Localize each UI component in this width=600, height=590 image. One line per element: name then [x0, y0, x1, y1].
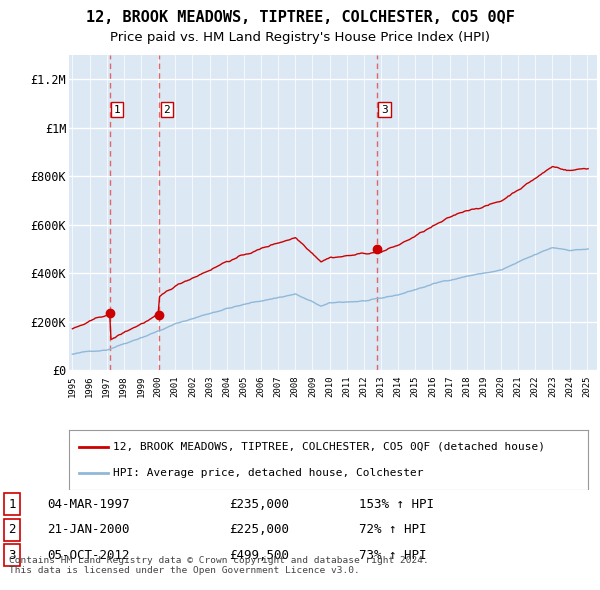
Text: 05-OCT-2012: 05-OCT-2012 [47, 549, 130, 562]
Text: 2020: 2020 [497, 376, 506, 397]
Text: 2025: 2025 [582, 376, 591, 397]
Text: 1: 1 [114, 104, 121, 114]
Text: 12, BROOK MEADOWS, TIPTREE, COLCHESTER, CO5 0QF: 12, BROOK MEADOWS, TIPTREE, COLCHESTER, … [86, 11, 514, 25]
Text: 3: 3 [8, 549, 16, 562]
Text: 2006: 2006 [257, 376, 266, 397]
Text: 2010: 2010 [325, 376, 334, 397]
Text: 2011: 2011 [342, 376, 351, 397]
Text: 2018: 2018 [462, 376, 471, 397]
Text: 12, BROOK MEADOWS, TIPTREE, COLCHESTER, CO5 0QF (detached house): 12, BROOK MEADOWS, TIPTREE, COLCHESTER, … [113, 442, 545, 452]
Text: 2009: 2009 [308, 376, 317, 397]
Text: £499,500: £499,500 [229, 549, 289, 562]
Text: 2000: 2000 [154, 376, 163, 397]
Text: 21-JAN-2000: 21-JAN-2000 [47, 523, 130, 536]
Text: 1996: 1996 [85, 376, 94, 397]
Text: 2016: 2016 [428, 376, 437, 397]
Text: 1999: 1999 [137, 376, 146, 397]
Text: £235,000: £235,000 [229, 498, 289, 511]
Text: 2007: 2007 [274, 376, 283, 397]
Text: 2: 2 [163, 104, 170, 114]
Text: 2023: 2023 [548, 376, 557, 397]
Text: 2003: 2003 [205, 376, 214, 397]
Text: HPI: Average price, detached house, Colchester: HPI: Average price, detached house, Colc… [113, 468, 424, 478]
Text: 2017: 2017 [445, 376, 454, 397]
Text: 2015: 2015 [411, 376, 420, 397]
Text: 2012: 2012 [359, 376, 368, 397]
Text: 1995: 1995 [68, 376, 77, 397]
Text: 2: 2 [8, 523, 16, 536]
Text: 2021: 2021 [514, 376, 523, 397]
Text: 2008: 2008 [291, 376, 300, 397]
Text: 73% ↑ HPI: 73% ↑ HPI [359, 549, 427, 562]
Text: 2022: 2022 [531, 376, 540, 397]
Text: 2002: 2002 [188, 376, 197, 397]
Text: £225,000: £225,000 [229, 523, 289, 536]
Text: 1997: 1997 [102, 376, 111, 397]
Text: 2013: 2013 [377, 376, 386, 397]
Text: 2001: 2001 [171, 376, 180, 397]
Text: 2004: 2004 [222, 376, 231, 397]
Text: 3: 3 [381, 104, 388, 114]
Text: Contains HM Land Registry data © Crown copyright and database right 2024.
This d: Contains HM Land Registry data © Crown c… [9, 556, 429, 575]
Text: 2019: 2019 [479, 376, 488, 397]
Text: 2024: 2024 [565, 376, 574, 397]
Text: 72% ↑ HPI: 72% ↑ HPI [359, 523, 427, 536]
Text: 1998: 1998 [119, 376, 128, 397]
Text: 04-MAR-1997: 04-MAR-1997 [47, 498, 130, 511]
Text: 2005: 2005 [239, 376, 248, 397]
Text: Price paid vs. HM Land Registry's House Price Index (HPI): Price paid vs. HM Land Registry's House … [110, 31, 490, 44]
Text: 1: 1 [8, 498, 16, 511]
Text: 153% ↑ HPI: 153% ↑ HPI [359, 498, 434, 511]
Text: 2014: 2014 [394, 376, 403, 397]
